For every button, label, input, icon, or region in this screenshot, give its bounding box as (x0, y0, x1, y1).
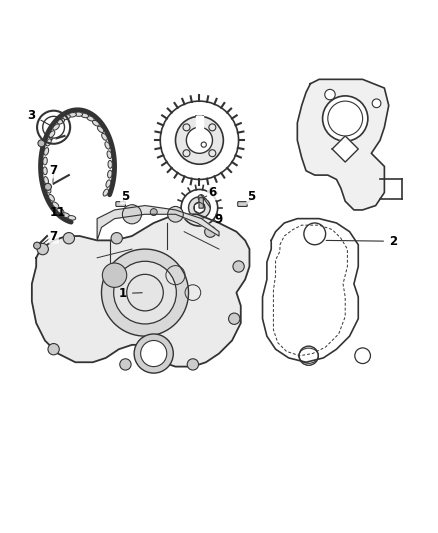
Ellipse shape (81, 113, 88, 118)
Polygon shape (32, 214, 250, 367)
Text: 5: 5 (121, 190, 130, 204)
Circle shape (122, 205, 141, 224)
Circle shape (176, 116, 223, 164)
Ellipse shape (57, 119, 64, 124)
Circle shape (102, 249, 188, 336)
Circle shape (34, 242, 41, 249)
Ellipse shape (43, 157, 47, 165)
Circle shape (198, 195, 204, 201)
Circle shape (48, 344, 59, 355)
Circle shape (102, 263, 127, 287)
Text: 11: 11 (49, 206, 71, 223)
Circle shape (325, 90, 335, 100)
Ellipse shape (108, 160, 113, 168)
Text: 7: 7 (49, 164, 58, 177)
Circle shape (141, 341, 167, 367)
Ellipse shape (46, 186, 51, 193)
Text: 1: 1 (119, 287, 142, 300)
Ellipse shape (107, 151, 112, 158)
Ellipse shape (46, 139, 51, 146)
Circle shape (186, 127, 212, 154)
FancyBboxPatch shape (116, 201, 125, 206)
Circle shape (194, 202, 205, 213)
Ellipse shape (53, 202, 59, 208)
Ellipse shape (53, 124, 60, 130)
Text: 3: 3 (28, 109, 51, 126)
Circle shape (150, 208, 157, 215)
Circle shape (114, 261, 177, 324)
Circle shape (168, 206, 184, 222)
Ellipse shape (62, 213, 70, 217)
Text: 6: 6 (208, 186, 217, 199)
Text: 2: 2 (326, 235, 397, 248)
Circle shape (205, 226, 216, 237)
Ellipse shape (44, 148, 49, 155)
Circle shape (111, 232, 122, 244)
Polygon shape (297, 79, 389, 210)
Circle shape (372, 99, 381, 108)
Circle shape (37, 244, 48, 255)
FancyBboxPatch shape (238, 201, 247, 206)
Circle shape (188, 197, 210, 219)
Circle shape (187, 359, 198, 370)
Circle shape (229, 313, 240, 325)
Text: 7: 7 (49, 230, 58, 243)
Circle shape (38, 140, 45, 147)
Ellipse shape (57, 208, 64, 214)
Circle shape (322, 96, 368, 141)
Circle shape (120, 359, 131, 370)
Text: 9: 9 (201, 195, 223, 226)
Ellipse shape (97, 126, 104, 133)
Ellipse shape (68, 215, 76, 220)
Ellipse shape (103, 189, 109, 196)
Ellipse shape (75, 112, 82, 116)
Ellipse shape (92, 120, 99, 126)
Ellipse shape (87, 116, 94, 121)
Ellipse shape (63, 115, 71, 119)
FancyBboxPatch shape (199, 198, 203, 208)
Ellipse shape (108, 170, 112, 178)
Circle shape (63, 232, 74, 244)
Ellipse shape (43, 167, 47, 175)
Ellipse shape (102, 133, 107, 140)
Circle shape (45, 183, 51, 190)
Ellipse shape (49, 195, 54, 201)
Circle shape (233, 261, 244, 272)
Circle shape (134, 334, 173, 373)
Ellipse shape (106, 180, 111, 188)
Ellipse shape (44, 176, 49, 184)
Ellipse shape (105, 142, 110, 149)
Polygon shape (97, 206, 219, 240)
Text: 5: 5 (247, 190, 256, 204)
Polygon shape (332, 136, 358, 162)
Ellipse shape (49, 131, 55, 138)
Ellipse shape (69, 112, 76, 117)
